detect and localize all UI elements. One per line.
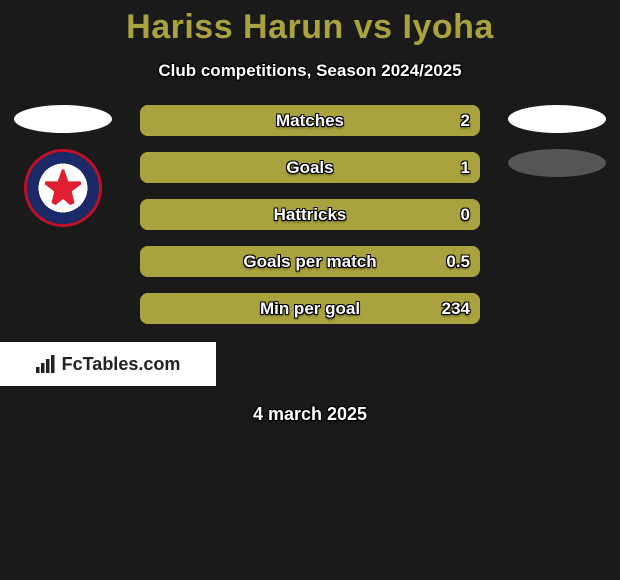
crest-a xyxy=(24,149,102,227)
chart-icon xyxy=(36,355,56,373)
blank-b xyxy=(508,149,606,177)
stat-label: Goals per match xyxy=(243,252,376,272)
date: 4 march 2025 xyxy=(0,404,620,425)
stat-value-b: 1 xyxy=(461,158,470,178)
vs-text: vs xyxy=(354,8,393,46)
stats-center: Matches 2 Goals 1 Hattricks 0 Goals per match 0… xyxy=(118,105,502,324)
stat-label: Matches xyxy=(276,111,344,131)
stat-row: Hattricks 0 xyxy=(140,199,480,230)
stat-row: Min per goal 234 xyxy=(140,293,480,324)
stat-row: Matches 2 xyxy=(140,105,480,136)
stat-value-b: 2 xyxy=(461,111,470,131)
flag-b xyxy=(508,105,606,133)
stats-columns: Matches 2 Goals 1 Hattricks 0 Goals per match 0… xyxy=(0,105,620,324)
page-title: Hariss Harun vs Iyoha xyxy=(0,0,620,47)
stat-row: Goals per match 0.5 xyxy=(140,246,480,277)
flag-a xyxy=(14,105,112,133)
stat-label: Min per goal xyxy=(260,299,360,319)
player-a-name: Hariss Harun xyxy=(126,8,344,46)
stat-row: Goals 1 xyxy=(140,152,480,183)
stat-value-b: 234 xyxy=(442,299,470,319)
subtitle: Club competitions, Season 2024/2025 xyxy=(0,61,620,81)
stat-value-b: 0 xyxy=(461,205,470,225)
side-left xyxy=(8,105,118,324)
side-right xyxy=(502,105,612,324)
player-b-name: Iyoha xyxy=(403,8,494,46)
stat-label: Goals xyxy=(286,158,333,178)
stat-value-b: 0.5 xyxy=(446,252,470,272)
stat-label: Hattricks xyxy=(274,205,347,225)
branding-text: FcTables.com xyxy=(62,354,181,375)
branding-badge: FcTables.com xyxy=(0,342,216,386)
